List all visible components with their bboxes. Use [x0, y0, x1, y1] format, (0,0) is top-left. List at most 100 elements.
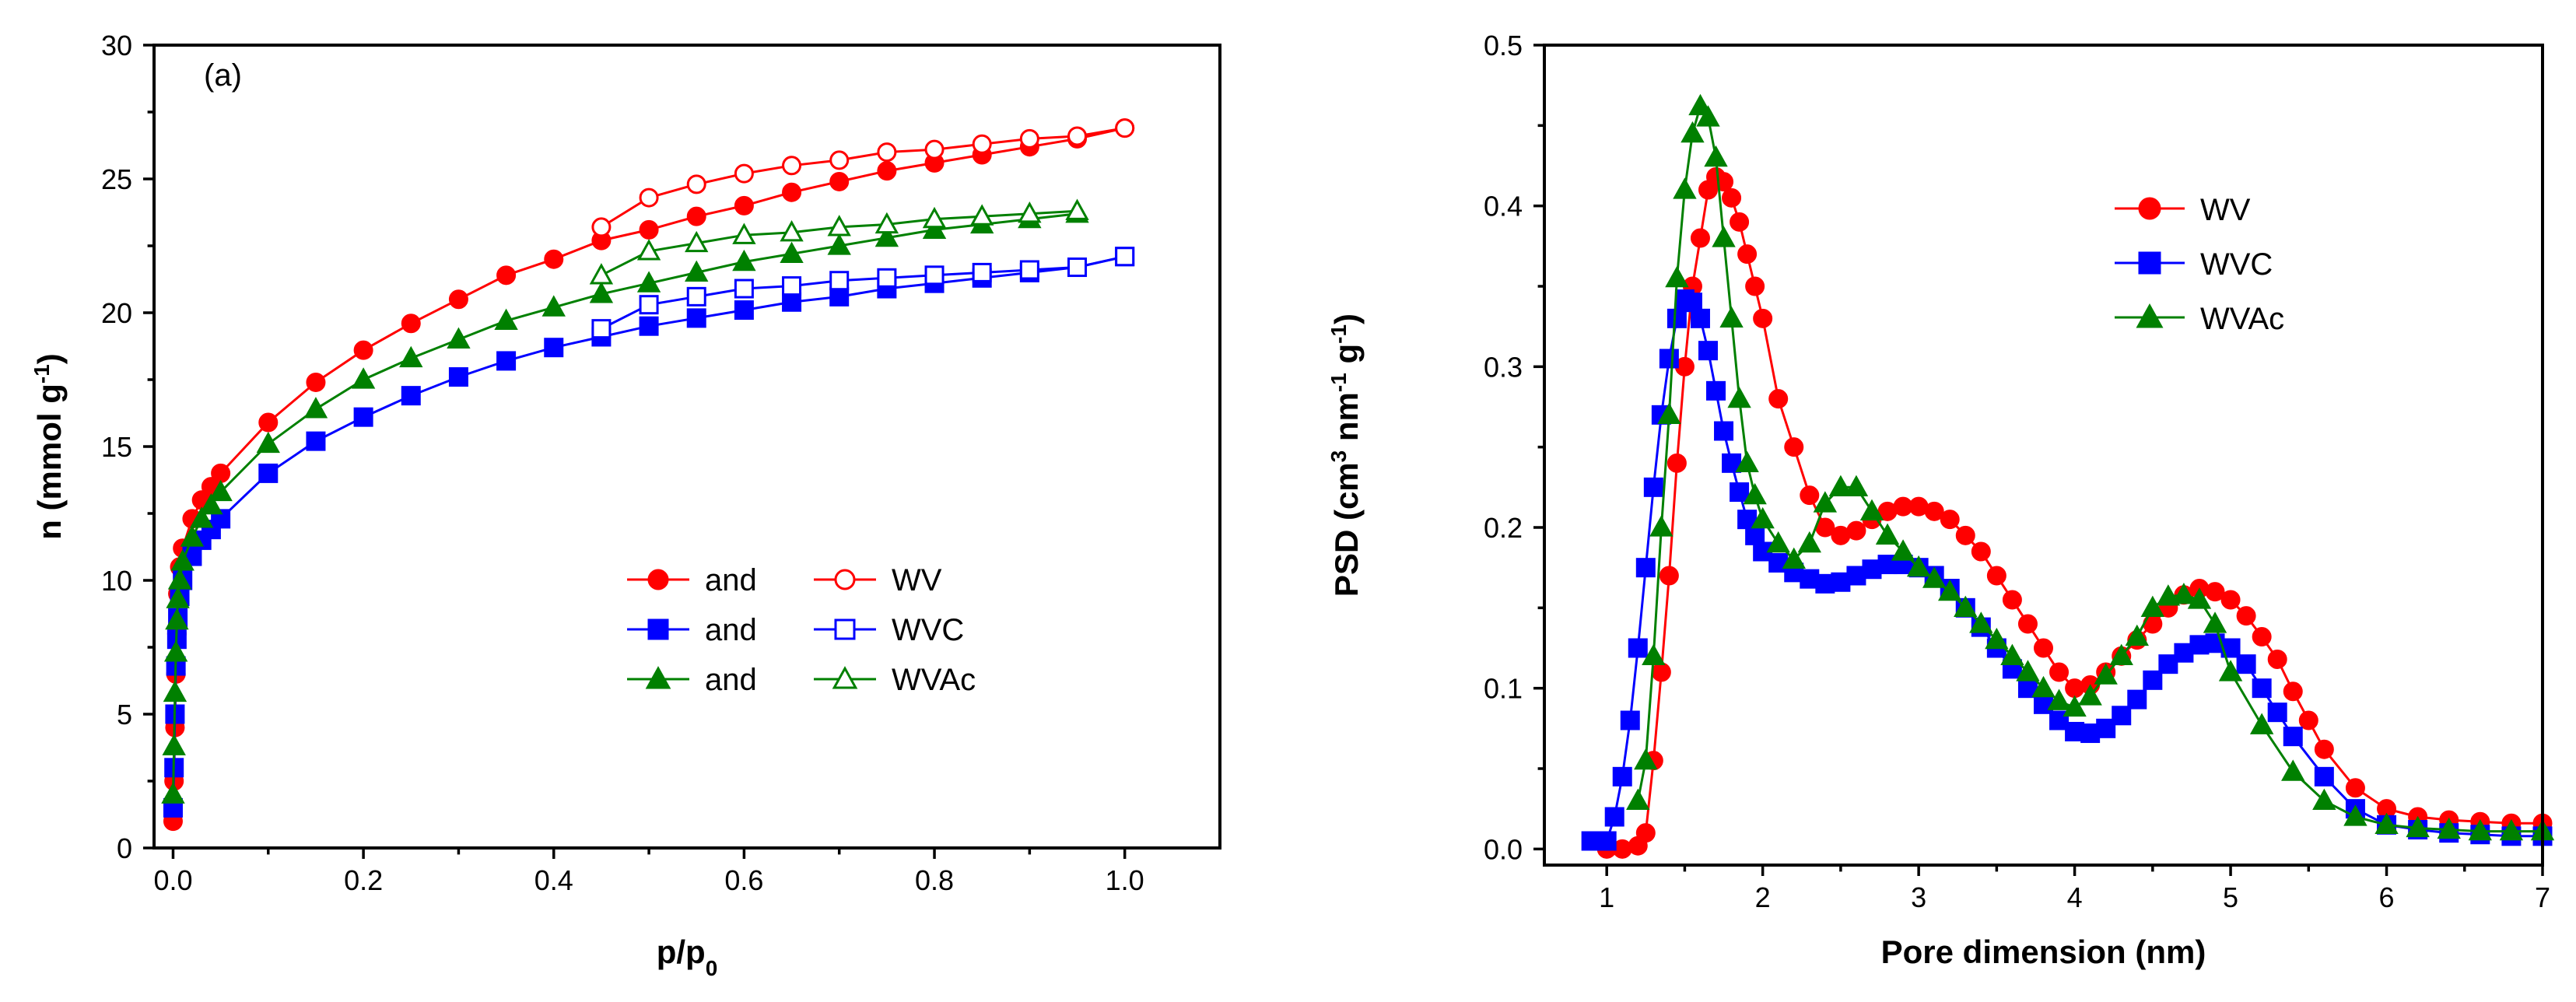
panel-a-ticks: 0.0 0.2 0.4 0.6 0.8 1.0 0 5 10 15 20 25 30 — [101, 30, 1144, 896]
wvac-adsorption-point — [589, 282, 614, 303]
wv-adsorption-point — [306, 372, 326, 392]
wvac-psd-point — [2249, 713, 2274, 734]
wv-psd-point — [1940, 510, 1960, 530]
wvc-adsorption-point — [448, 367, 468, 387]
wvac-adsorption-point — [170, 549, 195, 571]
wvac-desorption-point — [1018, 201, 1042, 223]
wv-psd-point — [2314, 739, 2334, 759]
wvac-psd-point — [1782, 547, 1806, 569]
wvc-psd-point — [1643, 477, 1663, 497]
y-tick-label: 0.4 — [1484, 191, 1523, 222]
wv-psd-point — [2220, 590, 2241, 610]
y-tick-label: 0.3 — [1484, 351, 1523, 383]
wvc-psd-point — [1690, 308, 1710, 328]
wv-psd-point — [1737, 244, 1758, 265]
wv-adsorption-point — [258, 412, 279, 433]
panel-b-psd-chart: 1 2 3 4 5 6 7 0.0 0.1 0.2 0.3 0.4 0.5 PSD (cm3 nm-1 … — [1327, 30, 2555, 970]
wv-adsorption-point — [877, 161, 897, 181]
wvac-psd-point — [2078, 684, 2102, 706]
wvac-psd-point — [2374, 812, 2399, 834]
wv-psd-point — [1800, 485, 1820, 506]
wv-adsorption-point — [829, 171, 850, 191]
panel-b-ticks: 1 2 3 4 5 6 7 0.0 0.1 0.2 0.3 0.4 0.5 — [1484, 30, 2550, 913]
wvac-psd-point — [1797, 531, 1821, 553]
wvac-adsorption-point — [541, 295, 566, 317]
wv-desorption-point — [591, 217, 612, 237]
panel-b-x-axis-title: Pore dimension (nm) — [1881, 934, 2206, 970]
wv-adsorption-point — [496, 265, 517, 286]
wvc-psd-point — [1722, 453, 1742, 473]
wvac-adsorption-point — [180, 525, 205, 547]
wvac-psd-point — [1828, 475, 1853, 496]
x-tick-label: 1 — [1599, 881, 1614, 913]
wvac-adsorption-point — [922, 217, 947, 239]
wvac-adsorption-point — [189, 506, 214, 528]
x-tick-label: 0.6 — [724, 864, 763, 896]
wvac-adsorption-point — [636, 271, 661, 293]
wvac-adsorption-point — [167, 568, 192, 590]
wv-psd-point — [1846, 520, 1866, 541]
wvc-desorption-point — [924, 265, 945, 286]
x-tick-label: 1.0 — [1106, 864, 1144, 896]
wvac-psd-point — [1735, 450, 1759, 472]
legend-row-wvac: and WVAc — [627, 663, 976, 697]
wv-desorption-point — [639, 187, 659, 208]
wvc-adsorption-point — [211, 509, 231, 529]
wvc-adsorption-point — [306, 431, 326, 451]
wv-desorption-point — [1115, 118, 1135, 138]
wv-psd-point — [1986, 566, 2006, 586]
wvc-psd-point — [1706, 380, 1726, 401]
legend-row-wvc: and WVC — [627, 613, 964, 647]
wvc-psd-point — [2158, 654, 2178, 674]
legend-series-label: WVAc — [892, 663, 976, 697]
wvac-adsorption-point — [166, 587, 190, 608]
wvac-psd-point — [2343, 804, 2367, 826]
y-tick-label: 30 — [101, 30, 132, 61]
wvc-desorption-point — [734, 279, 754, 299]
wvac-psd-point — [2406, 815, 2430, 838]
wvac-adsorption-point — [162, 734, 186, 755]
wv-adsorption-point — [639, 219, 659, 240]
wv-desorption-point — [972, 134, 992, 154]
wvac-psd-point — [1634, 748, 1658, 770]
wv-psd-point — [2002, 590, 2022, 610]
wvac-psd-point — [1891, 539, 1915, 561]
wvc-desorption-point — [639, 295, 659, 315]
wv-psd-point — [2267, 649, 2287, 669]
wvc-psd-point — [2314, 766, 2334, 787]
wvc-psd-point — [1698, 341, 1718, 361]
wvac-adsorption-point — [209, 479, 233, 502]
wvac-psd-point — [2047, 688, 2071, 710]
wvac-desorption-point — [589, 263, 614, 285]
wvc-desorption-point — [1067, 258, 1088, 278]
y-tick-label: 0 — [117, 832, 132, 864]
wvac-psd-point — [1673, 177, 1697, 199]
wvac-psd-point — [2171, 583, 2196, 604]
wv-psd-point — [1745, 276, 1765, 296]
wv-desorption-point — [924, 139, 945, 159]
y-tick-label: 5 — [117, 699, 132, 730]
wv-psd-point — [1667, 453, 1687, 473]
wvac-psd-point — [2063, 695, 2087, 717]
wv-psd-point — [1635, 823, 1656, 843]
wv-psd-point — [1651, 662, 1671, 682]
wvac-desorption-point — [1065, 198, 1089, 220]
wvc-psd-point — [2267, 702, 2287, 723]
wv-psd-point — [2283, 681, 2303, 702]
wv-adsorption-point — [211, 463, 231, 483]
wvac-psd-point — [1681, 121, 1705, 143]
wvac-psd-point — [1743, 482, 1767, 505]
legend-series-label: WVC — [892, 613, 964, 647]
wvac-psd-point — [1875, 523, 1900, 545]
wvac-psd-point — [1751, 506, 1775, 529]
wvac-desorption-point — [874, 212, 899, 234]
wvc-psd-point — [1745, 525, 1765, 545]
wvac-psd-point — [2016, 660, 2040, 681]
wvac-adsorption-point — [447, 327, 471, 349]
y-tick-label: 0.5 — [1484, 30, 1523, 61]
wvc-desorption-point — [591, 319, 612, 339]
wvac-psd-point — [2203, 611, 2227, 633]
wvac-psd-point — [2187, 587, 2212, 609]
wvac-psd-point — [2094, 663, 2118, 685]
y-tick-label: 0.0 — [1484, 833, 1523, 865]
